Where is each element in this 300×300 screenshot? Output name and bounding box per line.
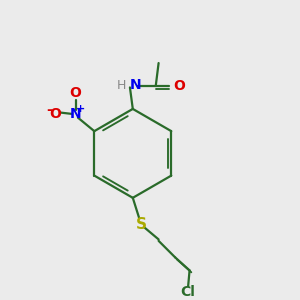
- Text: O: O: [50, 107, 62, 121]
- Text: S: S: [136, 217, 147, 232]
- Text: O: O: [70, 86, 82, 100]
- Text: -: -: [46, 103, 52, 117]
- Text: N: N: [70, 107, 82, 121]
- Text: H: H: [117, 79, 126, 92]
- Text: Cl: Cl: [181, 285, 196, 299]
- Text: N: N: [129, 78, 141, 92]
- Text: +: +: [76, 104, 86, 114]
- Text: O: O: [173, 79, 185, 93]
